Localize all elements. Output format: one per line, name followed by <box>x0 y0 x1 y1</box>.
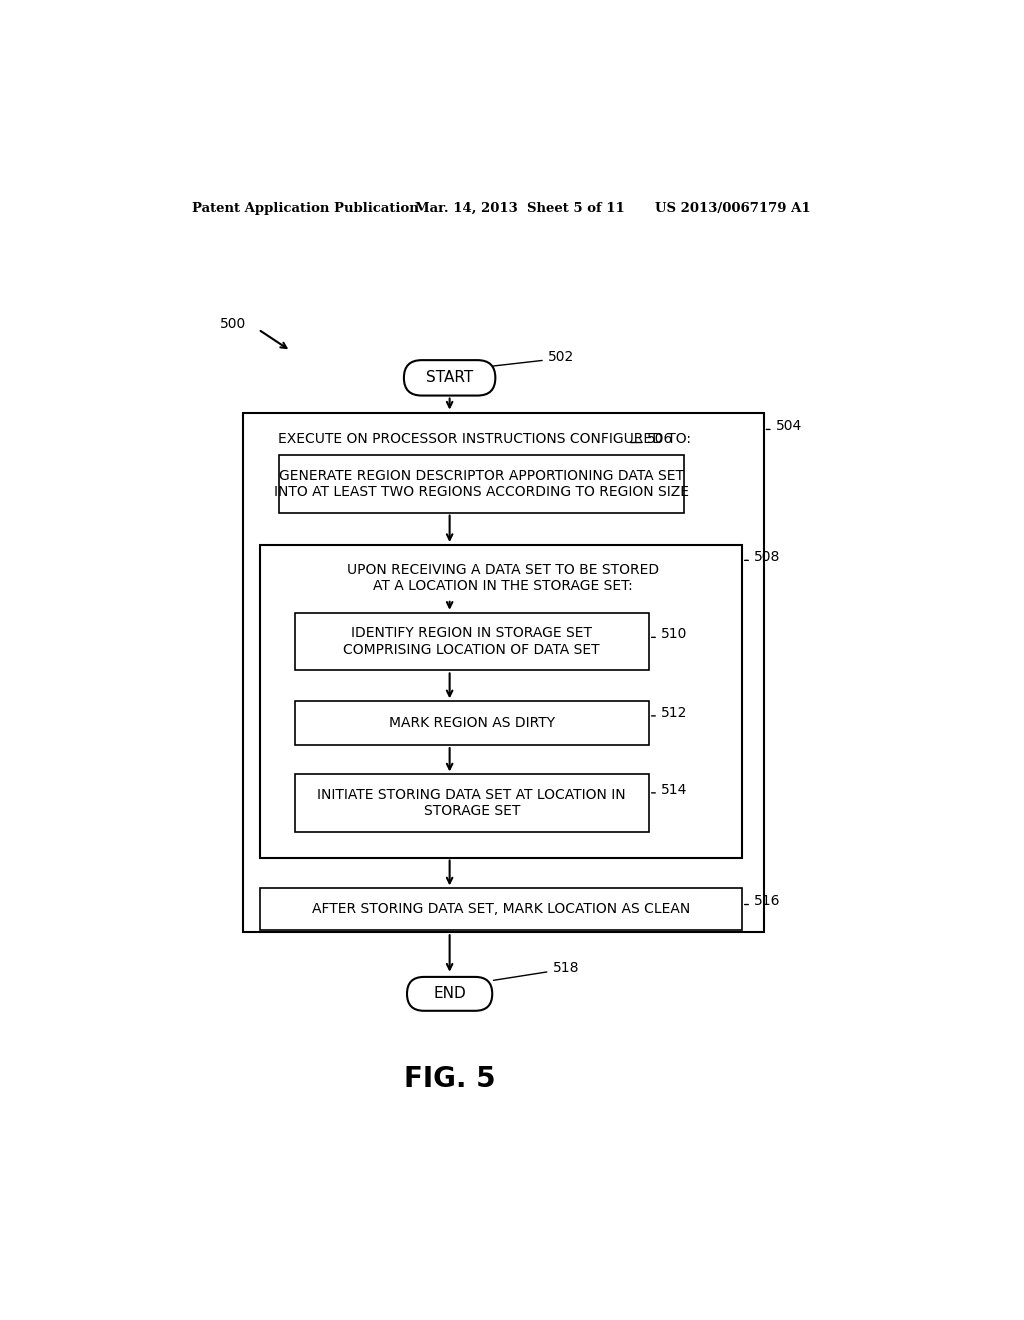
Text: INITIATE STORING DATA SET AT LOCATION IN
STORAGE SET: INITIATE STORING DATA SET AT LOCATION IN… <box>317 788 626 818</box>
Text: Mar. 14, 2013  Sheet 5 of 11: Mar. 14, 2013 Sheet 5 of 11 <box>415 202 625 215</box>
Bar <box>295 612 649 671</box>
Text: 508: 508 <box>755 550 780 564</box>
FancyBboxPatch shape <box>407 977 493 1011</box>
Text: 514: 514 <box>662 783 687 797</box>
Text: END: END <box>433 986 466 1002</box>
Text: US 2013/0067179 A1: US 2013/0067179 A1 <box>655 202 811 215</box>
Text: START: START <box>426 371 473 385</box>
Text: IDENTIFY REGION IN STORAGE SET
COMPRISING LOCATION OF DATA SET: IDENTIFY REGION IN STORAGE SET COMPRISIN… <box>343 627 600 656</box>
FancyBboxPatch shape <box>403 360 496 396</box>
Bar <box>295 701 649 744</box>
Bar <box>280 455 684 512</box>
Bar <box>260 888 741 929</box>
Text: 502: 502 <box>548 350 574 364</box>
Bar <box>295 775 649 832</box>
Text: 516: 516 <box>755 895 780 908</box>
Text: AFTER STORING DATA SET, MARK LOCATION AS CLEAN: AFTER STORING DATA SET, MARK LOCATION AS… <box>311 902 690 916</box>
Text: 506: 506 <box>647 433 674 446</box>
Text: GENERATE REGION DESCRIPTOR APPORTIONING DATA SET
INTO AT LEAST TWO REGIONS ACCOR: GENERATE REGION DESCRIPTOR APPORTIONING … <box>274 469 689 499</box>
Text: Patent Application Publication: Patent Application Publication <box>191 202 418 215</box>
Text: 504: 504 <box>776 420 802 433</box>
Bar <box>260 545 741 858</box>
Text: FIG. 5: FIG. 5 <box>403 1064 496 1093</box>
Bar <box>243 413 764 932</box>
Text: MARK REGION AS DIRTY: MARK REGION AS DIRTY <box>389 717 555 730</box>
Text: UPON RECEIVING A DATA SET TO BE STORED
AT A LOCATION IN THE STORAGE SET:: UPON RECEIVING A DATA SET TO BE STORED A… <box>347 562 659 593</box>
Text: 512: 512 <box>662 706 687 719</box>
Text: 500: 500 <box>219 317 246 331</box>
Text: 510: 510 <box>662 627 687 642</box>
Text: 518: 518 <box>553 961 580 975</box>
Text: EXECUTE ON PROCESSOR INSTRUCTIONS CONFIGURED TO:: EXECUTE ON PROCESSOR INSTRUCTIONS CONFIG… <box>278 433 691 446</box>
